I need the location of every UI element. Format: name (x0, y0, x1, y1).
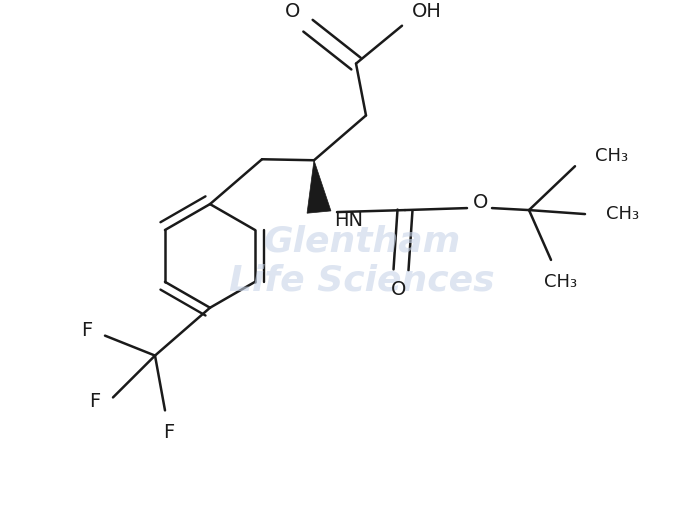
Text: CH₃: CH₃ (544, 273, 578, 291)
Text: HN: HN (335, 211, 363, 229)
Text: F: F (164, 423, 175, 442)
Text: Glentham
Life Sciences: Glentham Life Sciences (229, 224, 495, 297)
Text: F: F (81, 321, 93, 340)
Text: O: O (285, 2, 301, 21)
Polygon shape (307, 160, 331, 213)
Text: CH₃: CH₃ (596, 147, 628, 165)
Text: O: O (473, 192, 489, 212)
Text: O: O (391, 280, 406, 300)
Text: CH₃: CH₃ (606, 205, 640, 223)
Text: F: F (89, 392, 101, 411)
Text: OH: OH (412, 2, 442, 21)
